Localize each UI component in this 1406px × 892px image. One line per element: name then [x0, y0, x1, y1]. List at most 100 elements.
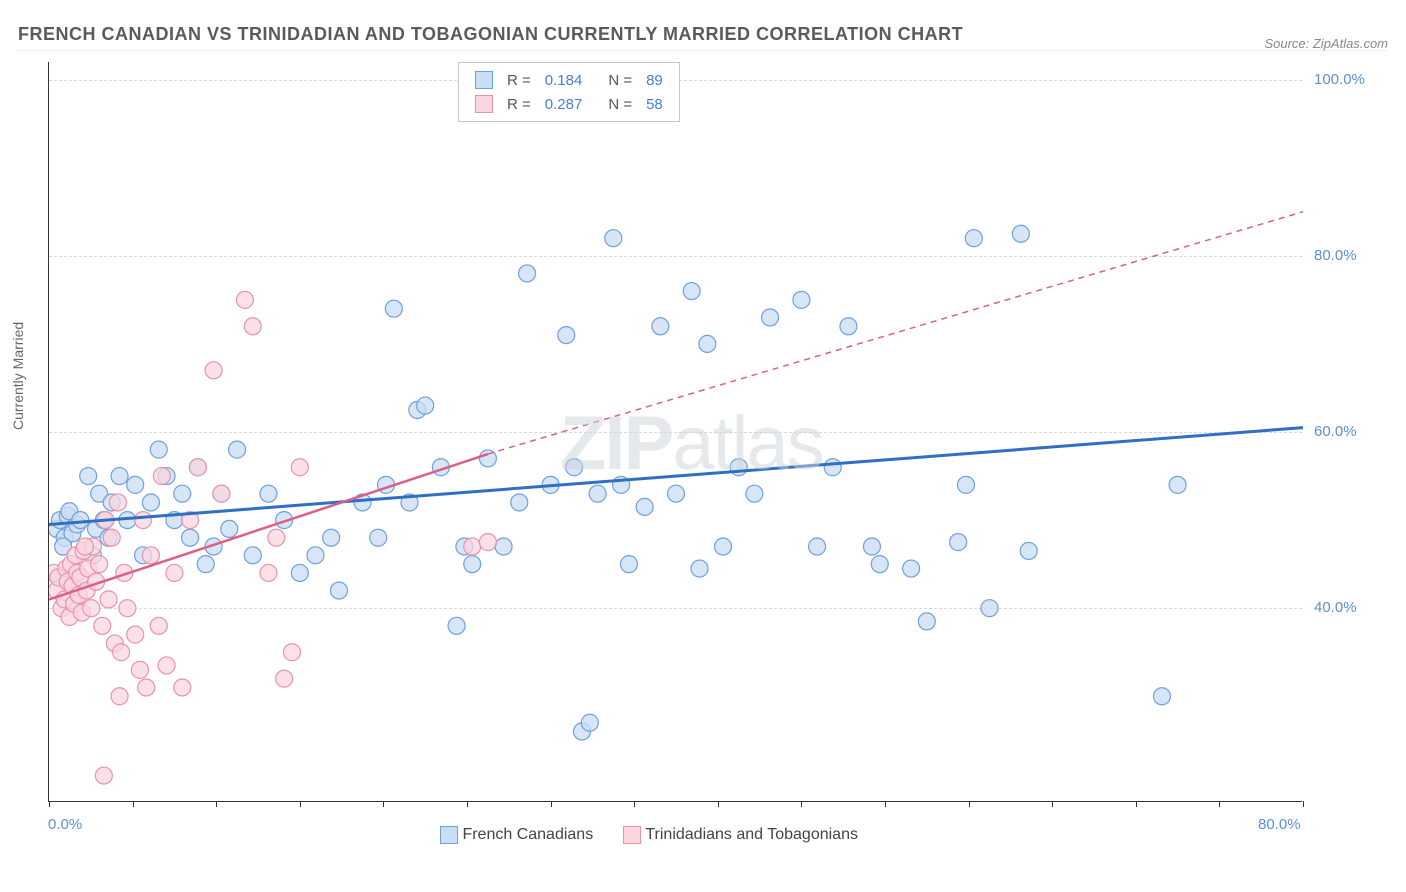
x-tick — [801, 801, 802, 807]
scatter-point — [58, 560, 75, 577]
scatter-point — [260, 564, 277, 581]
scatter-point — [182, 512, 199, 529]
scatter-point — [809, 538, 826, 555]
scatter-point — [863, 538, 880, 555]
x-axis-max-label: 80.0% — [1258, 816, 1301, 833]
scatter-point — [55, 538, 72, 555]
scatter-point — [965, 230, 982, 247]
scatter-point — [291, 564, 308, 581]
scatter-point — [77, 538, 94, 555]
legend-swatch — [475, 71, 493, 89]
x-tick — [1052, 801, 1053, 807]
scatter-point — [221, 520, 238, 537]
scatter-point — [80, 560, 97, 577]
scatter-point — [283, 644, 300, 661]
scatter-point — [197, 556, 214, 573]
scatter-point — [91, 556, 108, 573]
scatter-point — [72, 512, 89, 529]
scatter-point — [581, 714, 598, 731]
scatter-point — [448, 617, 465, 634]
scatter-point — [88, 573, 105, 590]
legend-swatch — [475, 95, 493, 113]
scatter-point — [464, 538, 481, 555]
scatter-point — [142, 547, 159, 564]
scatter-point — [69, 516, 86, 533]
x-tick — [133, 801, 134, 807]
scatter-point — [73, 604, 90, 621]
scatter-point — [558, 327, 575, 344]
scatter-point — [61, 503, 78, 520]
scatter-point — [62, 556, 79, 573]
scatter-point — [573, 723, 590, 740]
scatter-point — [70, 586, 87, 603]
x-tick — [718, 801, 719, 807]
scatter-point — [49, 520, 65, 537]
scatter-point — [116, 564, 133, 581]
scatter-point — [417, 397, 434, 414]
scatter-point — [182, 529, 199, 546]
y-tick-label: 40.0% — [1314, 599, 1384, 616]
x-tick — [300, 801, 301, 807]
x-tick — [969, 801, 970, 807]
x-tick — [467, 801, 468, 807]
scatter-point — [291, 459, 308, 476]
scatter-point — [307, 547, 324, 564]
scatter-point — [762, 309, 779, 326]
scatter-point — [479, 450, 496, 467]
scatter-point — [100, 591, 117, 608]
legend-r-value: 0.184 — [539, 69, 589, 91]
scatter-point — [401, 494, 418, 511]
scatter-point — [94, 617, 111, 634]
scatter-point — [354, 494, 371, 511]
scatter-point — [409, 401, 426, 418]
legend-n-value: 58 — [640, 93, 669, 115]
scatter-point — [51, 512, 68, 529]
legend-label: Trinidadians and Tobagonians — [645, 826, 858, 843]
scatter-point — [166, 512, 183, 529]
scatter-point — [78, 582, 95, 599]
scatter-point — [59, 573, 76, 590]
scatter-point — [668, 485, 685, 502]
scatter-point — [84, 538, 101, 555]
legend-swatch — [440, 826, 458, 844]
legend-r-label: R = — [501, 93, 537, 115]
scatter-point — [91, 485, 108, 502]
scatter-point — [244, 318, 261, 335]
scatter-point — [918, 613, 935, 630]
x-tick — [216, 801, 217, 807]
gridline — [49, 256, 1302, 257]
x-tick — [885, 801, 886, 807]
x-axis-min-label: 0.0% — [48, 816, 82, 833]
scatter-point — [699, 335, 716, 352]
legend-item: Trinidadians and Tobagonians — [623, 826, 858, 844]
scatter-point — [174, 679, 191, 696]
scatter-point — [276, 512, 293, 529]
legend-r-value: 0.287 — [539, 93, 589, 115]
scatter-point — [205, 362, 222, 379]
scatter-point — [636, 498, 653, 515]
scatter-point — [229, 441, 246, 458]
legend-row: R =0.287N =58 — [469, 93, 669, 115]
scatter-point — [56, 591, 73, 608]
scatter-point — [153, 468, 170, 485]
scatter-point — [111, 688, 128, 705]
scatter-point — [72, 569, 89, 586]
x-tick — [634, 801, 635, 807]
scatter-point — [95, 512, 112, 529]
chart-container: FRENCH CANADIAN VS TRINIDADIAN AND TOBAG… — [0, 0, 1406, 892]
scatter-point — [268, 529, 285, 546]
scatter-point — [189, 459, 206, 476]
x-tick — [551, 801, 552, 807]
scatter-point — [385, 300, 402, 317]
scatter-point — [903, 560, 920, 577]
scatter-point — [80, 468, 97, 485]
scatter-point — [103, 529, 120, 546]
scatter-point — [109, 494, 126, 511]
legend-n-label: N = — [590, 93, 638, 115]
y-tick-label: 100.0% — [1314, 71, 1384, 88]
scatter-point — [166, 564, 183, 581]
scatter-point — [589, 485, 606, 502]
scatter-point — [106, 635, 123, 652]
scatter-point — [150, 441, 167, 458]
trend-line — [49, 428, 1303, 525]
